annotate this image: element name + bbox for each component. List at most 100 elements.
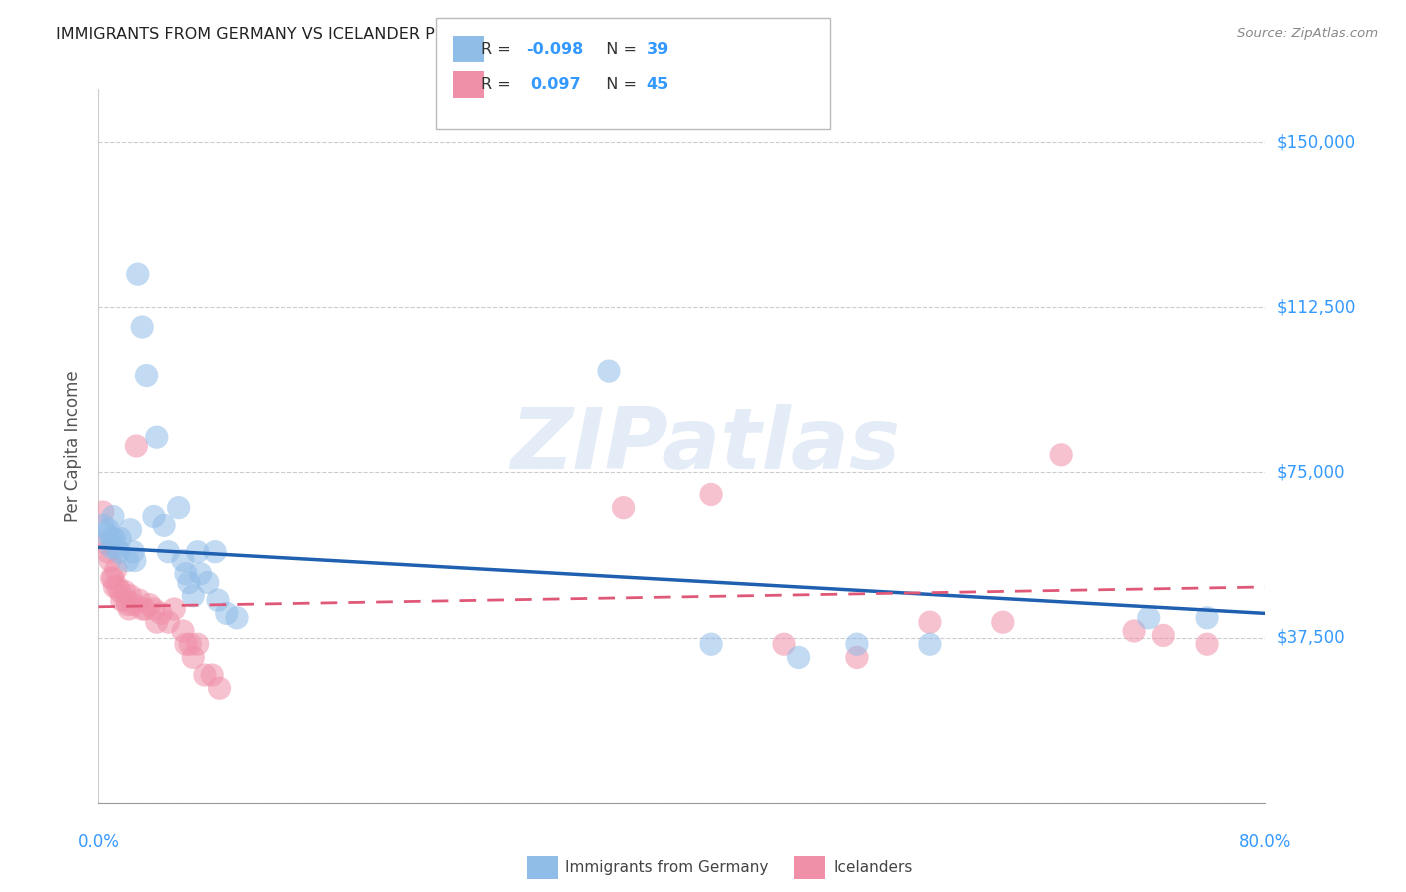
Point	[128, 593, 150, 607]
Point	[845, 637, 868, 651]
Text: Source: ZipAtlas.com: Source: ZipAtlas.com	[1237, 27, 1378, 40]
Text: R =: R =	[481, 42, 516, 56]
Text: $75,000: $75,000	[1277, 464, 1346, 482]
Point	[115, 593, 138, 607]
Point	[167, 500, 190, 515]
Point	[187, 637, 209, 651]
Point	[201, 668, 224, 682]
Point	[105, 541, 128, 555]
Point	[918, 637, 941, 651]
Point	[105, 580, 128, 594]
Point	[114, 584, 136, 599]
Point	[208, 681, 231, 696]
Point	[125, 439, 148, 453]
Point	[190, 566, 212, 581]
Point	[110, 532, 132, 546]
Point	[103, 532, 125, 546]
Point	[117, 598, 139, 612]
Point	[134, 602, 156, 616]
Text: Icelanders: Icelanders	[834, 861, 912, 875]
Text: N =: N =	[596, 78, 643, 92]
Point	[135, 368, 157, 383]
Point	[845, 650, 868, 665]
Point	[120, 589, 142, 603]
Point	[207, 593, 229, 607]
Y-axis label: Per Capita Income: Per Capita Income	[65, 370, 83, 522]
Point	[118, 602, 141, 616]
Point	[215, 607, 238, 621]
Point	[181, 650, 204, 665]
Point	[172, 553, 194, 567]
Point	[104, 562, 127, 576]
Text: ZIPatlas: ZIPatlas	[510, 404, 900, 488]
Point	[131, 602, 153, 616]
Point	[103, 580, 125, 594]
Point	[100, 571, 122, 585]
Point	[110, 584, 132, 599]
Point	[97, 523, 120, 537]
Point	[1050, 448, 1073, 462]
Point	[612, 500, 634, 515]
Text: R =: R =	[481, 78, 520, 92]
Point	[93, 536, 115, 550]
Point	[101, 509, 124, 524]
Point	[120, 523, 142, 537]
Point	[142, 602, 165, 616]
Point	[174, 566, 197, 581]
Point	[122, 598, 145, 612]
Point	[100, 532, 122, 546]
Point	[108, 545, 131, 559]
Point	[98, 553, 121, 567]
Text: 0.097: 0.097	[530, 78, 581, 92]
Text: 45: 45	[647, 78, 669, 92]
Point	[773, 637, 796, 651]
Point	[918, 615, 941, 630]
Point	[204, 545, 226, 559]
Point	[117, 553, 139, 567]
Text: 0.0%: 0.0%	[77, 833, 120, 851]
Point	[96, 527, 118, 541]
Point	[101, 571, 124, 585]
Point	[100, 541, 122, 555]
Text: 80.0%: 80.0%	[1239, 833, 1292, 851]
Point	[172, 624, 194, 638]
Point	[91, 518, 114, 533]
Point	[181, 589, 204, 603]
Point	[1123, 624, 1146, 638]
Point	[146, 615, 169, 630]
Text: Immigrants from Germany: Immigrants from Germany	[565, 861, 769, 875]
Point	[179, 637, 201, 651]
Point	[91, 505, 114, 519]
Point	[122, 545, 145, 559]
Point	[131, 320, 153, 334]
Point	[187, 545, 209, 559]
Point	[157, 545, 180, 559]
Text: $150,000: $150,000	[1277, 133, 1355, 151]
Point	[157, 615, 180, 630]
Point	[787, 650, 810, 665]
Text: N =: N =	[596, 42, 643, 56]
Point	[174, 637, 197, 651]
Point	[96, 545, 118, 559]
Point	[700, 637, 723, 651]
Point	[127, 267, 149, 281]
Point	[700, 487, 723, 501]
Text: $37,500: $37,500	[1277, 629, 1346, 647]
Text: $112,500: $112,500	[1277, 298, 1355, 317]
Point	[163, 602, 186, 616]
Point	[138, 598, 160, 612]
Point	[177, 575, 200, 590]
Point	[1195, 611, 1218, 625]
Point	[124, 553, 146, 567]
Point	[153, 518, 176, 533]
Text: IMMIGRANTS FROM GERMANY VS ICELANDER PER CAPITA INCOME CORRELATION CHART: IMMIGRANTS FROM GERMANY VS ICELANDER PER…	[56, 27, 766, 42]
Text: 39: 39	[647, 42, 669, 56]
Text: -0.098: -0.098	[526, 42, 583, 56]
Point	[1152, 628, 1174, 642]
Point	[226, 611, 249, 625]
Point	[1137, 611, 1160, 625]
Point	[111, 593, 134, 607]
Point	[991, 615, 1014, 630]
Point	[197, 575, 219, 590]
Point	[1195, 637, 1218, 651]
